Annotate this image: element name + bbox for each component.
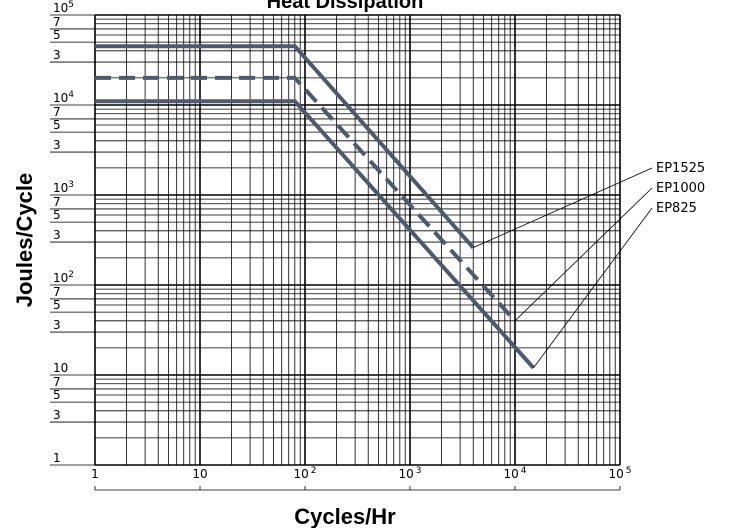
series-line-ep825	[95, 99, 535, 370]
y-tick-label: 7	[53, 285, 61, 299]
y-tick-label: 104	[53, 90, 74, 105]
y-tick-label: 3	[53, 408, 61, 422]
y-tick-label: 5	[53, 118, 61, 132]
series-lines	[95, 44, 535, 370]
y-tick-label: 7	[53, 105, 61, 119]
y-tick-label: 3	[53, 228, 61, 242]
series-line-ep1000	[95, 75, 517, 323]
x-tick-label: 10	[192, 467, 207, 481]
series-leader-line	[514, 187, 653, 322]
leader-lines: EP1525 EP1000 EP825	[473, 161, 705, 369]
y-tick-label: 3	[53, 318, 61, 332]
y-tick-label: 3	[53, 48, 61, 62]
y-tick-label: 3	[53, 138, 61, 152]
y-tick-label: 5	[53, 298, 61, 312]
y-tick-label: 5	[53, 28, 61, 42]
series-label-ep825: EP825	[656, 201, 697, 216]
y-tick-label: 1	[53, 451, 61, 465]
y-axis-title: Joules/Cycle	[12, 173, 37, 308]
y-tick-label: 105	[53, 0, 74, 15]
x-tick-label: 10 5	[608, 466, 631, 481]
y-tick-label: 10	[53, 361, 68, 375]
y-tick-label: 7	[53, 15, 61, 29]
axes: 1 10 10 2 10 3 10 4 10 51057531047531037531027531…	[50, 0, 632, 491]
y-tick-label: 5	[53, 208, 61, 222]
series-label-ep1525: EP1525	[656, 161, 705, 176]
x-tick-label: 10 4	[503, 466, 526, 481]
x-axis-title: Cycles/Hr	[294, 504, 396, 528]
y-tick-label: 5	[53, 388, 61, 402]
series-leader-line	[533, 207, 653, 369]
chart-title: Heat Dissipation	[267, 0, 424, 13]
y-tick-label: 7	[53, 375, 61, 389]
grid	[94, 14, 621, 466]
x-tick-label: 10 2	[293, 466, 316, 481]
x-tick-label: 10 3	[398, 466, 421, 481]
series-leader-line	[473, 167, 653, 249]
y-tick-label: 103	[53, 180, 74, 195]
x-tick-label: 1	[91, 467, 99, 481]
y-tick-label: 102	[53, 270, 74, 285]
series-line-ep1525	[95, 44, 475, 249]
series-label-ep1000: EP1000	[656, 181, 705, 196]
y-tick-label: 7	[53, 195, 61, 209]
